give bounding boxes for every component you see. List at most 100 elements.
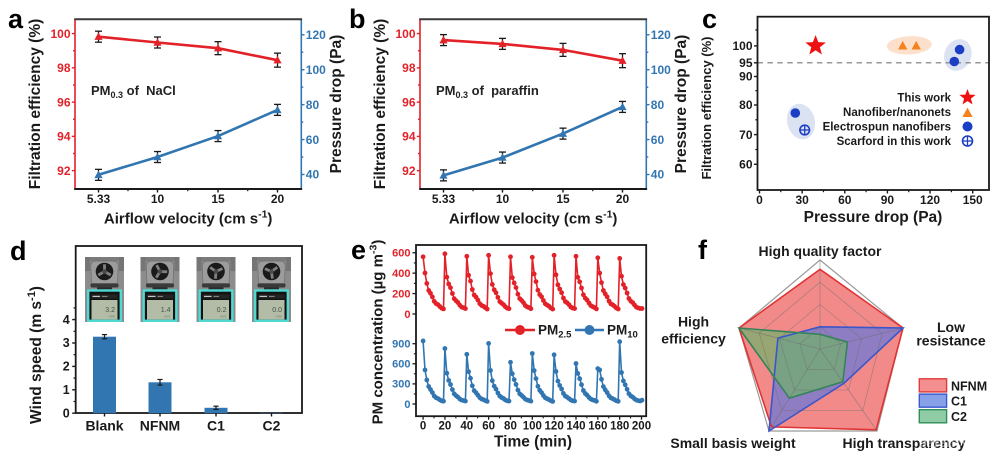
svg-text:100: 100 [395, 27, 415, 41]
svg-text:PM0.3 of NaCl: PM0.3 of NaCl [91, 83, 176, 100]
svg-text:60: 60 [739, 158, 753, 172]
svg-text:5.33: 5.33 [87, 192, 111, 206]
svg-text:0: 0 [404, 399, 410, 411]
svg-text:Pressure drop (Pa): Pressure drop (Pa) [673, 35, 690, 174]
svg-text:40: 40 [306, 168, 320, 182]
svg-text:Airflow velocity (cm s-1): Airflow velocity (cm s-1) [449, 209, 618, 228]
svg-text:Electrospun nanofibers: Electrospun nanofibers [823, 122, 951, 134]
svg-text:120: 120 [920, 193, 940, 207]
svg-text:m/s: m/s [109, 314, 115, 319]
svg-text:98: 98 [402, 61, 416, 75]
svg-text:400: 400 [392, 268, 410, 280]
svg-text:100: 100 [523, 421, 542, 433]
svg-text:100: 100 [50, 27, 70, 41]
svg-text:80: 80 [651, 98, 665, 112]
svg-text:600: 600 [392, 359, 410, 371]
svg-text:120: 120 [545, 421, 564, 433]
svg-text:60: 60 [482, 421, 495, 433]
svg-text:High quality factor: High quality factor [759, 243, 882, 259]
svg-text:90: 90 [739, 70, 753, 84]
svg-text:30: 30 [795, 193, 809, 207]
svg-text:94: 94 [57, 130, 71, 144]
svg-text:80: 80 [504, 421, 517, 433]
svg-text:1: 1 [63, 383, 70, 397]
svg-text:100: 100 [306, 63, 326, 77]
svg-text:5.33: 5.33 [432, 192, 456, 206]
svg-text:C2: C2 [951, 410, 967, 424]
svg-text:Filtration efficiency (%): Filtration efficiency (%) [27, 19, 44, 190]
svg-text:90: 90 [881, 193, 895, 207]
svg-text:15: 15 [556, 192, 570, 206]
svg-text:160: 160 [588, 421, 607, 433]
svg-text:150: 150 [963, 193, 983, 207]
svg-text:10: 10 [151, 192, 165, 206]
svg-text:600: 600 [392, 248, 410, 260]
svg-text:a: a [8, 4, 24, 34]
svg-text:92: 92 [57, 164, 71, 178]
svg-text:100: 100 [651, 63, 671, 77]
svg-text:C2: C2 [263, 418, 281, 434]
svg-text:4: 4 [63, 313, 70, 327]
svg-text:120: 120 [651, 28, 671, 42]
svg-text:20: 20 [271, 192, 285, 206]
svg-text:Nanofiber/nanonets: Nanofiber/nanonets [843, 107, 951, 119]
svg-text:3: 3 [63, 336, 70, 350]
svg-text:95: 95 [739, 56, 753, 70]
svg-text:NFNM: NFNM [951, 379, 987, 393]
svg-text:60: 60 [306, 133, 320, 147]
svg-text:0: 0 [756, 193, 763, 207]
svg-text:m/s: m/s [164, 314, 170, 319]
svg-text:0: 0 [404, 309, 410, 321]
svg-text:NFNM: NFNM [140, 418, 180, 434]
svg-text:m/s: m/s [276, 314, 282, 319]
svg-text:b: b [349, 4, 366, 34]
svg-text:c: c [702, 4, 717, 34]
svg-text:96: 96 [57, 95, 71, 109]
svg-text:C1: C1 [951, 395, 967, 409]
svg-text:PM concentration (µg m-3): PM concentration (µg m-3) [368, 240, 387, 425]
svg-text:180: 180 [610, 421, 629, 433]
svg-text:Blank: Blank [85, 418, 123, 434]
svg-text:40: 40 [460, 421, 473, 433]
svg-text:parency: parency [919, 435, 970, 450]
svg-text:m/s: m/s [220, 314, 226, 319]
svg-text:Pressure drop (Pa): Pressure drop (Pa) [328, 35, 345, 174]
svg-text:94: 94 [402, 130, 416, 144]
svg-text:92: 92 [402, 164, 416, 178]
svg-text:Time (min): Time (min) [494, 434, 572, 451]
svg-text:d: d [10, 236, 27, 266]
svg-text:70: 70 [739, 128, 753, 142]
svg-text:Pressure drop (Pa): Pressure drop (Pa) [804, 209, 943, 226]
svg-text:80: 80 [306, 98, 320, 112]
svg-text:100: 100 [732, 39, 752, 53]
svg-text:60: 60 [838, 193, 852, 207]
svg-text:efficiency: efficiency [661, 331, 726, 347]
svg-text:resistance: resistance [916, 333, 985, 349]
svg-text:300: 300 [392, 379, 410, 391]
svg-text:High: High [678, 314, 709, 330]
svg-text:f: f [698, 235, 708, 265]
svg-text:15: 15 [211, 192, 225, 206]
svg-text:Wind speed (m s-1): Wind speed (m s-1) [26, 286, 45, 424]
svg-text:60: 60 [651, 133, 665, 147]
svg-text:96: 96 [402, 95, 416, 109]
svg-text:PM0.3 of paraffin: PM0.3 of paraffin [436, 83, 539, 100]
svg-text:This work: This work [897, 93, 951, 105]
svg-text:20: 20 [439, 421, 452, 433]
svg-text:Small basis weight: Small basis weight [670, 435, 796, 451]
svg-text:200: 200 [632, 421, 651, 433]
svg-text:40: 40 [651, 168, 665, 182]
svg-text:Filtration efficiency (%): Filtration efficiency (%) [372, 19, 389, 190]
svg-text:140: 140 [566, 421, 585, 433]
svg-text:120: 120 [306, 28, 326, 42]
svg-text:e: e [351, 235, 366, 265]
svg-text:2: 2 [63, 360, 70, 374]
svg-text:Scarford in this work: Scarford in this work [837, 136, 952, 148]
svg-text:0: 0 [420, 421, 426, 433]
svg-text:80: 80 [739, 98, 753, 112]
svg-text:20: 20 [616, 192, 630, 206]
svg-text:Filtration efficiency (%): Filtration efficiency (%) [699, 36, 714, 179]
svg-text:C1: C1 [207, 418, 225, 434]
svg-text:900: 900 [392, 339, 410, 351]
svg-text:200: 200 [392, 288, 410, 300]
